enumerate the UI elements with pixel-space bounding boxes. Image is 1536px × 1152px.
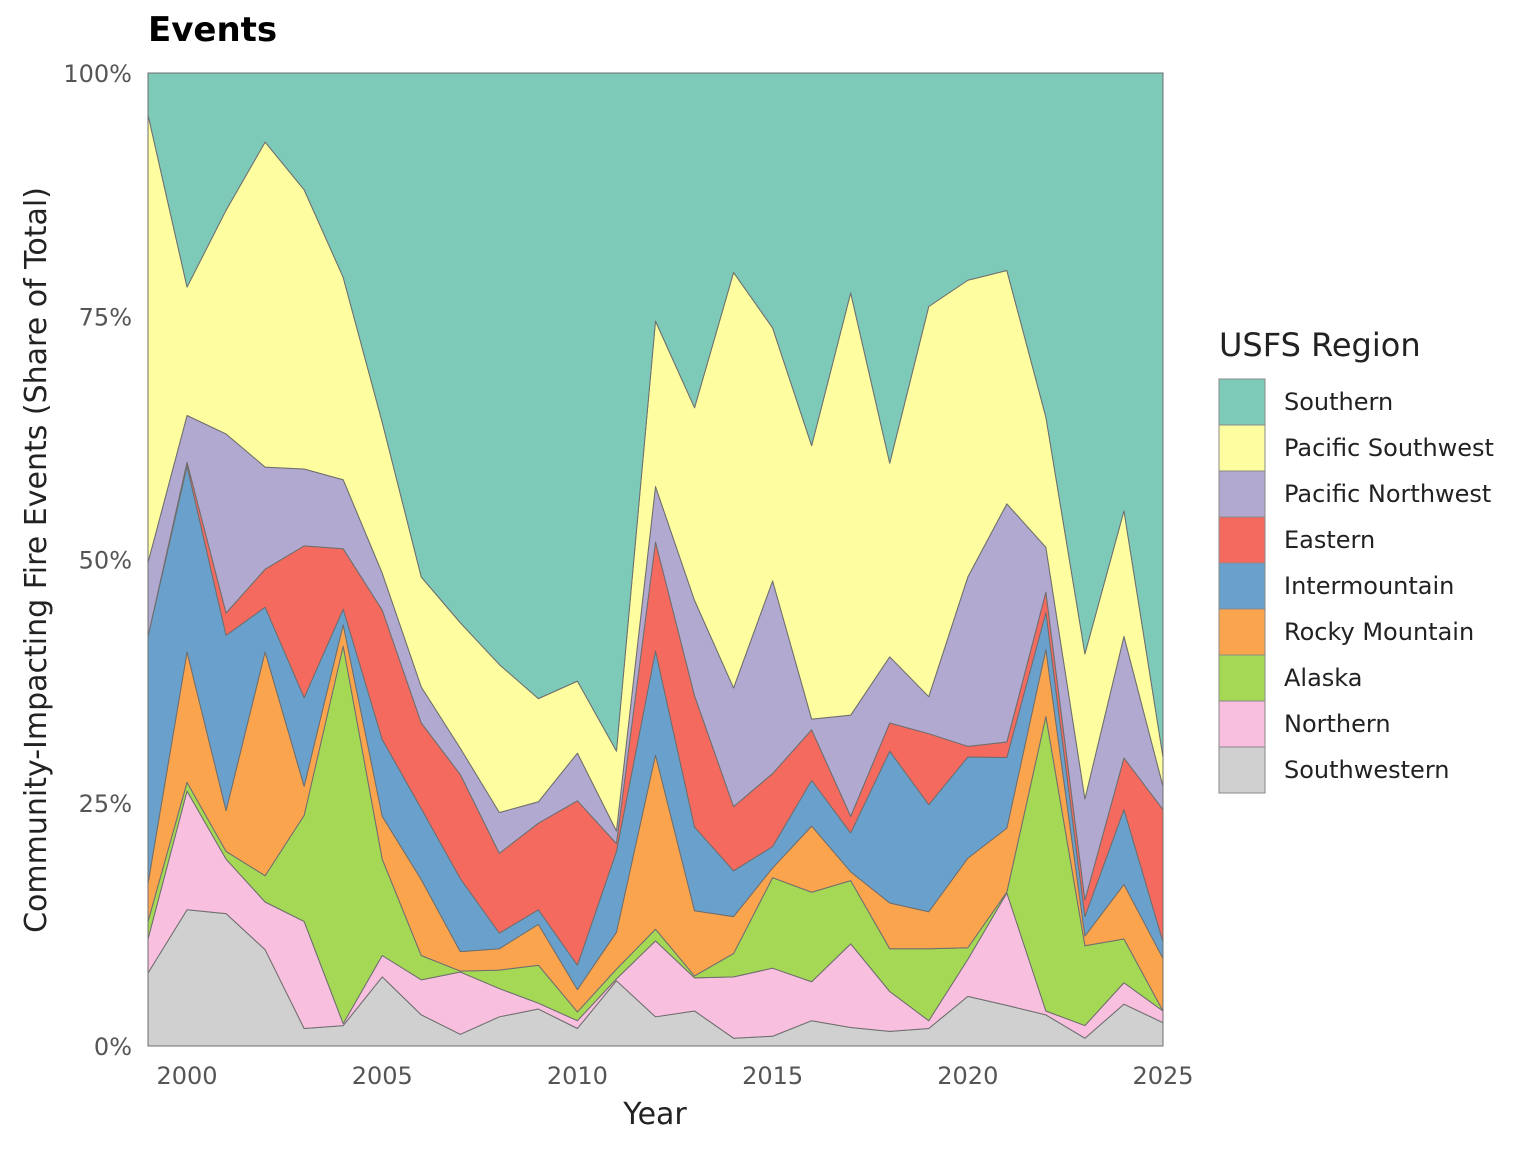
legend-label: Southern bbox=[1284, 388, 1393, 416]
legend-swatch bbox=[1218, 516, 1266, 564]
legend-swatch bbox=[1218, 562, 1266, 610]
legend-swatch bbox=[1218, 470, 1266, 518]
areas-layer bbox=[147, 72, 1164, 1047]
legend-swatch bbox=[1218, 654, 1266, 702]
legend-swatch bbox=[1218, 700, 1266, 748]
legend-swatch bbox=[1218, 608, 1266, 656]
y-tick-label: 0% bbox=[94, 1033, 132, 1061]
plot-border bbox=[147, 72, 1164, 1047]
legend-label: Alaska bbox=[1284, 664, 1362, 692]
x-tick-label: 2020 bbox=[937, 1062, 998, 1090]
legend-label: Eastern bbox=[1284, 526, 1375, 554]
x-axis-ticks: 2000 2005 2010 2015 2020 2025 bbox=[156, 1062, 1193, 1090]
legend-label: Northern bbox=[1284, 710, 1391, 738]
x-axis-title: Year bbox=[622, 1097, 687, 1132]
legend-swatch bbox=[1218, 746, 1266, 794]
x-tick-label: 2025 bbox=[1132, 1062, 1193, 1090]
legend: USFS Region Southern Pacific Southwest Pac… bbox=[1218, 326, 1494, 794]
legend-swatch bbox=[1218, 424, 1266, 472]
x-tick-label: 2005 bbox=[352, 1062, 413, 1090]
legend-swatch bbox=[1218, 378, 1266, 426]
x-tick-label: 2010 bbox=[547, 1062, 608, 1090]
legend-title: USFS Region bbox=[1219, 326, 1421, 364]
y-axis-ticks: 0% 25% 50% 75% 100% bbox=[63, 60, 132, 1061]
x-tick-label: 2015 bbox=[742, 1062, 803, 1090]
y-tick-label: 25% bbox=[79, 790, 132, 818]
legend-label: Pacific Southwest bbox=[1284, 434, 1494, 462]
legend-label: Intermountain bbox=[1284, 572, 1454, 600]
legend-label: Pacific Northwest bbox=[1284, 480, 1491, 508]
y-tick-label: 50% bbox=[79, 547, 132, 575]
chart-title: Events bbox=[148, 10, 278, 50]
y-tick-label: 75% bbox=[79, 303, 132, 331]
legend-label: Rocky Mountain bbox=[1284, 618, 1474, 646]
y-tick-label: 100% bbox=[63, 60, 132, 88]
y-axis-title: Community-Impacting Fire Events (Share o… bbox=[19, 187, 54, 933]
legend-label: Southwestern bbox=[1284, 756, 1449, 784]
x-tick-label: 2000 bbox=[156, 1062, 217, 1090]
